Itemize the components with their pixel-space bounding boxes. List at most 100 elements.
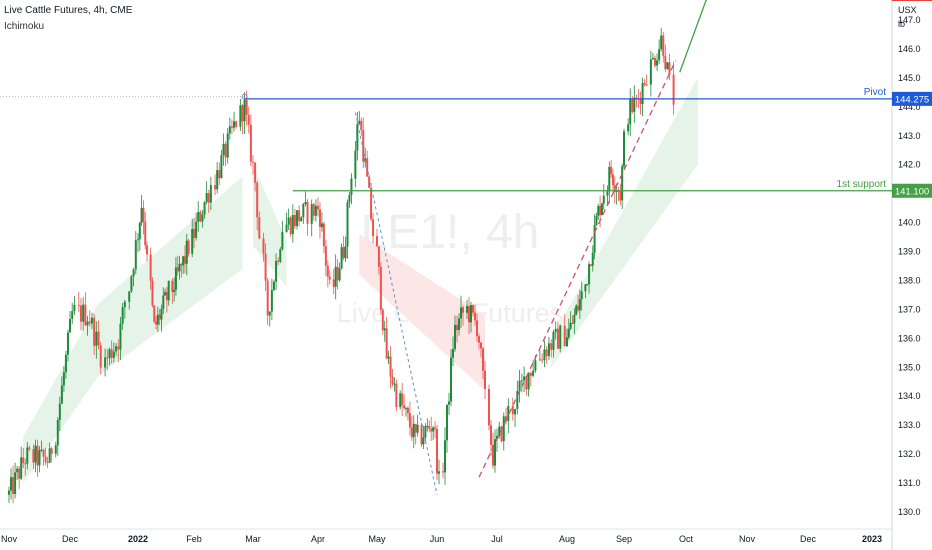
candle-body xyxy=(346,202,349,247)
candle-body xyxy=(403,405,406,409)
candle xyxy=(474,304,476,326)
candle xyxy=(289,215,292,237)
candle-body xyxy=(110,349,113,358)
candle xyxy=(20,446,23,481)
candle xyxy=(532,359,535,378)
candle-body xyxy=(387,356,390,359)
candle xyxy=(144,212,147,250)
candle xyxy=(387,350,390,365)
candle xyxy=(180,262,183,278)
candle-body xyxy=(245,99,248,115)
candle-body xyxy=(444,440,446,473)
candle xyxy=(591,245,594,272)
candle-body xyxy=(602,195,605,204)
candle-body xyxy=(153,305,156,322)
candle xyxy=(401,382,404,417)
candle-body xyxy=(137,239,139,241)
candle-body xyxy=(430,428,433,432)
candle xyxy=(62,366,65,393)
candle-body xyxy=(567,328,570,338)
candle-body xyxy=(541,359,544,361)
candle xyxy=(342,236,345,261)
candle xyxy=(412,415,415,449)
candle xyxy=(233,111,236,132)
candle-body xyxy=(173,289,176,293)
candle xyxy=(293,208,296,230)
candle xyxy=(130,275,133,294)
candle xyxy=(201,210,204,228)
candle xyxy=(93,313,96,355)
candle-body xyxy=(317,205,319,210)
candle-body xyxy=(426,425,429,427)
candle-body xyxy=(298,210,301,222)
indicator-label[interactable]: Ichimoku xyxy=(4,21,45,32)
candle-body xyxy=(460,307,462,319)
candle-body xyxy=(28,447,31,450)
candle-body xyxy=(285,224,288,232)
candle xyxy=(84,292,87,327)
candle xyxy=(391,368,394,387)
candle xyxy=(442,462,444,479)
candle xyxy=(46,456,49,469)
symbol-title[interactable]: Live Cattle Futures, 4h, CME xyxy=(4,5,133,16)
candle xyxy=(108,347,111,366)
candle xyxy=(654,55,656,68)
candle-body xyxy=(454,324,456,350)
candle xyxy=(140,195,143,226)
candle-body xyxy=(224,143,227,158)
candle xyxy=(322,221,325,254)
time-axis-labels[interactable]: Nov Dec 2022 Feb Mar Apr May Jun Jul Aug Sep Oct Nov… xyxy=(1,534,882,544)
candle xyxy=(480,341,482,358)
candle-body xyxy=(635,97,638,99)
projection-arrow-shaft xyxy=(679,0,707,73)
candle-body xyxy=(434,427,437,430)
candle xyxy=(115,343,118,356)
candle xyxy=(69,311,71,333)
ascending-trendline xyxy=(478,60,677,478)
candle xyxy=(580,281,583,311)
candle-body xyxy=(40,449,43,451)
candle xyxy=(128,291,131,310)
candle xyxy=(171,278,174,304)
candle-body xyxy=(310,204,313,224)
candle-body xyxy=(293,214,296,227)
x-tick-label: Jun xyxy=(430,534,445,544)
candle-body xyxy=(520,380,523,382)
y-tick-label: 142.0 xyxy=(898,160,921,170)
candle-body xyxy=(99,345,102,368)
candle-body xyxy=(275,260,278,282)
candle-body xyxy=(472,305,474,313)
candle xyxy=(577,294,580,313)
candle xyxy=(573,308,576,335)
candle-body xyxy=(578,298,581,311)
candle xyxy=(608,161,611,204)
candle-body xyxy=(623,131,625,167)
candle xyxy=(550,339,553,358)
candle-body xyxy=(162,295,165,309)
candle-body xyxy=(165,292,168,301)
candle xyxy=(588,261,591,294)
candle-body xyxy=(571,322,574,324)
candle-body xyxy=(281,231,284,250)
candle-body xyxy=(289,217,292,235)
candle-body xyxy=(20,457,23,479)
candle-body xyxy=(272,281,275,291)
candle-body xyxy=(611,174,614,186)
candle-body xyxy=(610,166,613,175)
x-tick-label: Nov xyxy=(1,534,18,544)
candle xyxy=(436,424,438,481)
candle-body xyxy=(381,309,384,331)
candle xyxy=(298,205,301,227)
candle-body xyxy=(205,193,208,203)
candle xyxy=(173,277,176,302)
candle xyxy=(543,340,546,368)
candle-body xyxy=(226,133,229,158)
candle xyxy=(613,176,616,204)
candle-body xyxy=(222,143,225,156)
candle xyxy=(281,220,284,251)
candle-body xyxy=(8,490,10,495)
candle-body xyxy=(569,322,572,329)
candle-body xyxy=(201,214,204,222)
price-axis-labels[interactable]: 130.0 131.0 132.0 133.0 134.0 135.0 136.0 137.0… xyxy=(898,15,921,517)
